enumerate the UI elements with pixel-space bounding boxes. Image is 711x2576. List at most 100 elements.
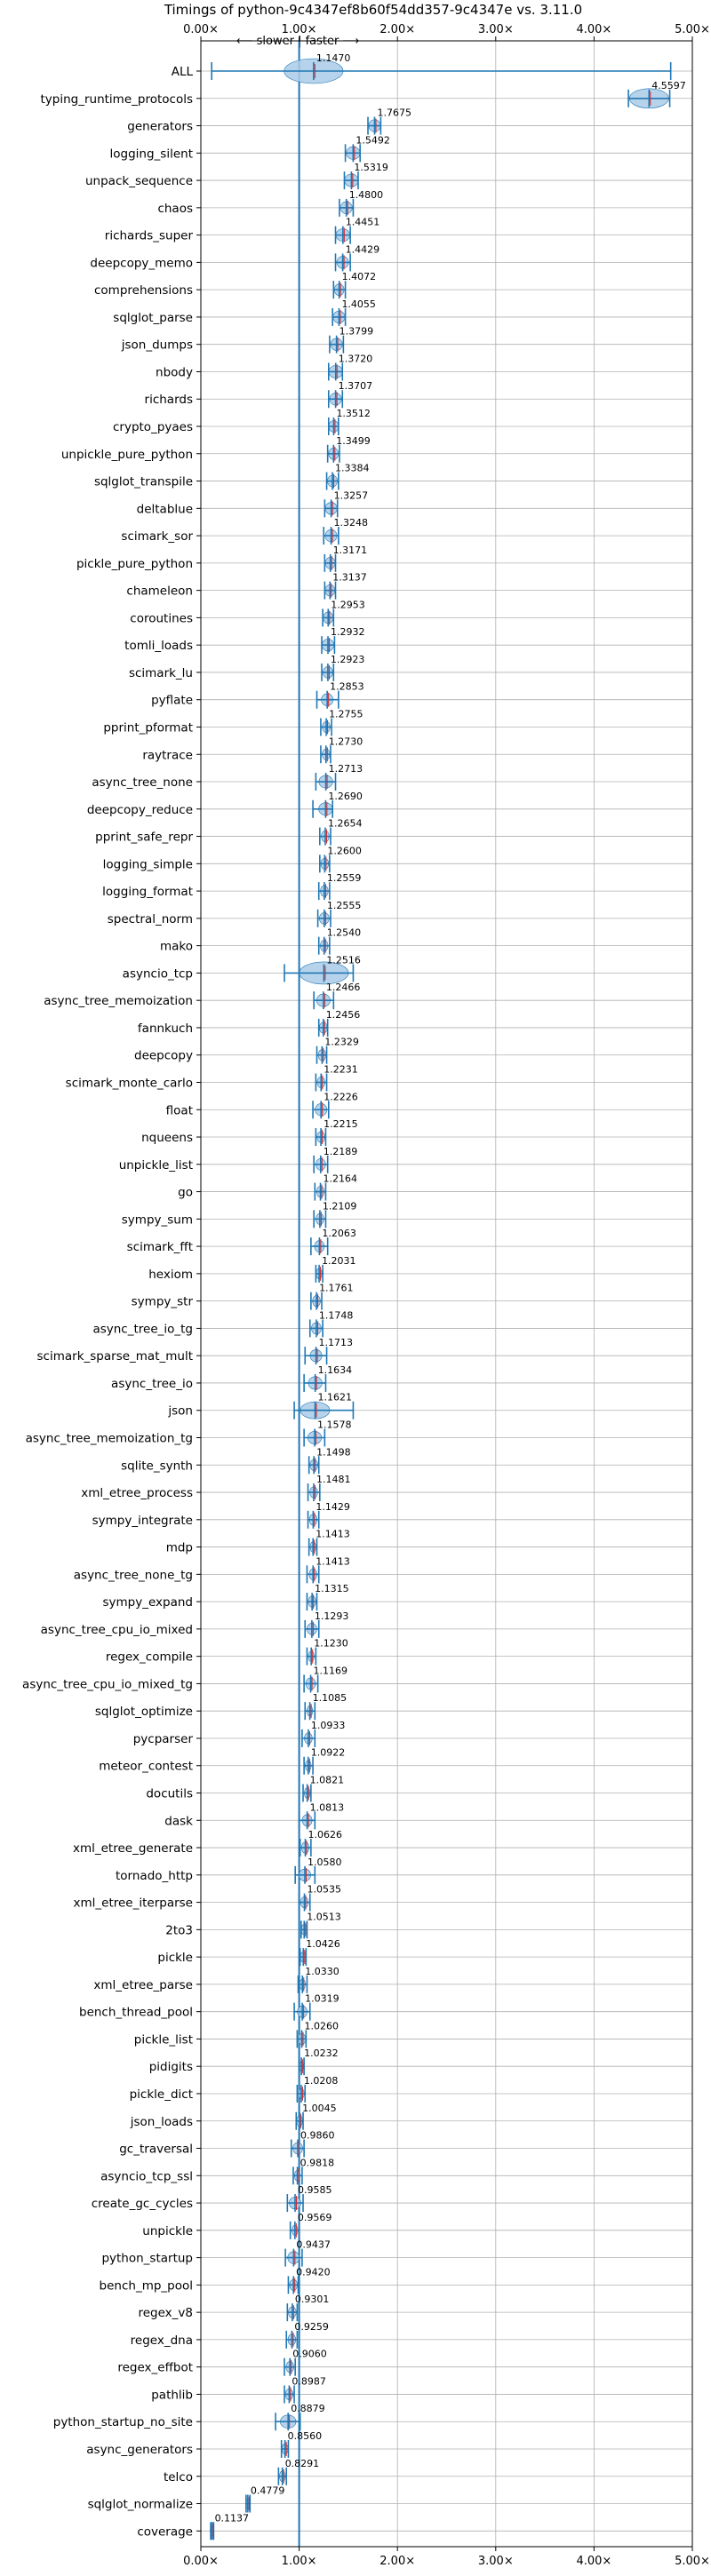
y-tick-label: typing_runtime_protocols <box>41 92 194 107</box>
value-label: 0.9420 <box>296 2266 331 2278</box>
value-label: 1.4800 <box>349 189 384 201</box>
y-tick-label: sympy_str <box>132 1295 194 1309</box>
value-label: 1.2466 <box>326 982 361 993</box>
value-label: 1.0045 <box>302 2103 337 2114</box>
value-label: 1.0513 <box>307 1911 341 1922</box>
x-tick-label-bottom: 4.00× <box>576 2555 611 2568</box>
value-label: 0.8291 <box>285 2458 320 2469</box>
y-tick-label: asyncio_tcp_ssl <box>100 2169 193 2183</box>
value-label: 1.1230 <box>314 1638 348 1650</box>
y-tick-label: xml_etree_generate <box>73 1841 193 1856</box>
labels-layer: 1.1470 4.5597 1.7675 1.5492 1.5319 1.4800 1.44… <box>215 52 686 2524</box>
y-tick-label: async_tree_none_tg <box>74 1568 193 1582</box>
y-tick-label: dask <box>164 1814 193 1828</box>
y-tick-label: pprint_pformat <box>103 720 193 735</box>
y-tick-label: chaos <box>157 202 193 216</box>
y-tick-label: docutils <box>146 1787 193 1801</box>
value-label: 1.1761 <box>319 1283 354 1294</box>
y-tick-label: json_dumps <box>121 338 193 353</box>
value-label: 1.2953 <box>331 599 365 610</box>
value-label: 1.0580 <box>308 1856 342 1868</box>
y-tick-label: bench_thread_pool <box>79 2006 193 2020</box>
y-tick-label: sympy_integrate <box>92 1514 193 1528</box>
value-label: 1.5319 <box>354 162 388 173</box>
value-label: 1.1634 <box>318 1364 353 1376</box>
y-tick-label: hexiom <box>148 1268 193 1282</box>
y-tick-label: logging_silent <box>110 147 193 161</box>
y-tick-label: scimark_monte_carlo <box>66 1076 193 1090</box>
y-tick-label: chameleon <box>126 584 193 599</box>
value-label: 1.3171 <box>333 545 368 556</box>
value-label: 0.8987 <box>292 2375 326 2387</box>
value-label: 1.2189 <box>324 1146 358 1157</box>
y-tick-label: nqueens <box>141 1131 193 1145</box>
y-tick-label: mako <box>160 940 193 954</box>
y-tick-label: richards <box>145 393 193 407</box>
x-tick-label-bottom: 3.00× <box>478 2555 514 2568</box>
value-label: 1.1578 <box>317 1419 352 1431</box>
value-label: 4.5597 <box>651 80 686 91</box>
y-tick-label: scimark_fft <box>127 1240 193 1254</box>
value-label: 1.1748 <box>319 1309 354 1321</box>
y-tick-label: regex_effbot <box>117 2361 193 2375</box>
y-tick-label: xml_etree_process <box>81 1486 193 1500</box>
y-tick-label: generators <box>127 120 193 134</box>
value-label: 1.2231 <box>324 1063 358 1075</box>
value-label: 1.2932 <box>331 626 365 638</box>
y-tick-label: logging_simple <box>103 857 193 871</box>
y-tick-label: crypto_pyaes <box>113 420 193 434</box>
y-tick-label: sqlglot_transpile <box>94 475 193 489</box>
y-tick-label: pycparser <box>133 1732 194 1746</box>
x-tick-label-bottom: 0.00× <box>183 2555 219 2568</box>
x-tick-label-top: 3.00× <box>478 23 514 36</box>
value-label: 1.3248 <box>334 517 369 529</box>
value-label: 1.1713 <box>319 1337 354 1348</box>
y-tick-label: deepcopy <box>134 1049 193 1063</box>
value-label: 1.3720 <box>339 353 373 364</box>
value-label: 1.0933 <box>311 1720 346 1731</box>
x-tick-label-top: 4.00× <box>576 23 611 36</box>
y-tick-label: async_tree_memoization <box>44 994 193 1008</box>
value-label: 0.9301 <box>295 2294 330 2305</box>
value-label: 1.0922 <box>311 1747 346 1759</box>
y-tick-label: meteor_contest <box>99 1760 193 1774</box>
value-label: 1.2031 <box>322 1255 356 1267</box>
y-tick-label: nbody <box>156 365 193 379</box>
y-tick-label: raytrace <box>142 748 193 762</box>
value-label: 1.1621 <box>318 1392 353 1403</box>
y-tick-label: pidigits <box>149 2060 193 2074</box>
value-label: 1.2730 <box>329 735 363 747</box>
y-tick-label: regex_dna <box>131 2334 193 2348</box>
value-label: 1.2329 <box>324 1037 359 1048</box>
y-tick-label: sqlglot_optimize <box>95 1705 193 1719</box>
x-tick-label-bottom: 5.00× <box>675 2555 710 2568</box>
y-tick-label: unpickle <box>142 2224 193 2238</box>
value-label: 1.0426 <box>306 1938 340 1950</box>
value-label: 1.1429 <box>316 1501 350 1513</box>
value-label: 1.0232 <box>304 2047 339 2059</box>
y-tick-label: xml_etree_parse <box>93 1978 193 1992</box>
y-tick-label: coverage <box>137 2524 193 2539</box>
value-label: 1.2713 <box>329 763 363 775</box>
y-tick-label: xml_etree_iterparse <box>74 1896 194 1911</box>
value-label: 1.1470 <box>316 52 351 64</box>
value-label: 1.2540 <box>327 927 362 939</box>
y-tick-label: unpickle_pure_python <box>61 448 193 462</box>
y-tick-label: unpickle_list <box>119 1158 193 1173</box>
value-label: 1.0208 <box>304 2075 339 2087</box>
y-tick-label: coroutines <box>130 611 193 625</box>
value-label: 1.4055 <box>341 298 376 310</box>
y-tick-label: pathlib <box>151 2388 193 2402</box>
value-label: 0.9860 <box>300 2130 335 2142</box>
y-tick-label: async_tree_none <box>92 775 193 790</box>
value-label: 0.9060 <box>292 2349 327 2360</box>
value-label: 1.4429 <box>346 243 380 255</box>
value-label: 1.1085 <box>313 1692 348 1704</box>
value-label: 1.2755 <box>329 708 363 720</box>
plot-frame <box>200 40 693 2548</box>
value-label: 1.1293 <box>315 1610 349 1622</box>
y-tick-label: sympy_expand <box>102 1595 193 1610</box>
value-label: 0.9569 <box>298 2212 332 2223</box>
y-tick-label: comprehensions <box>94 283 193 298</box>
